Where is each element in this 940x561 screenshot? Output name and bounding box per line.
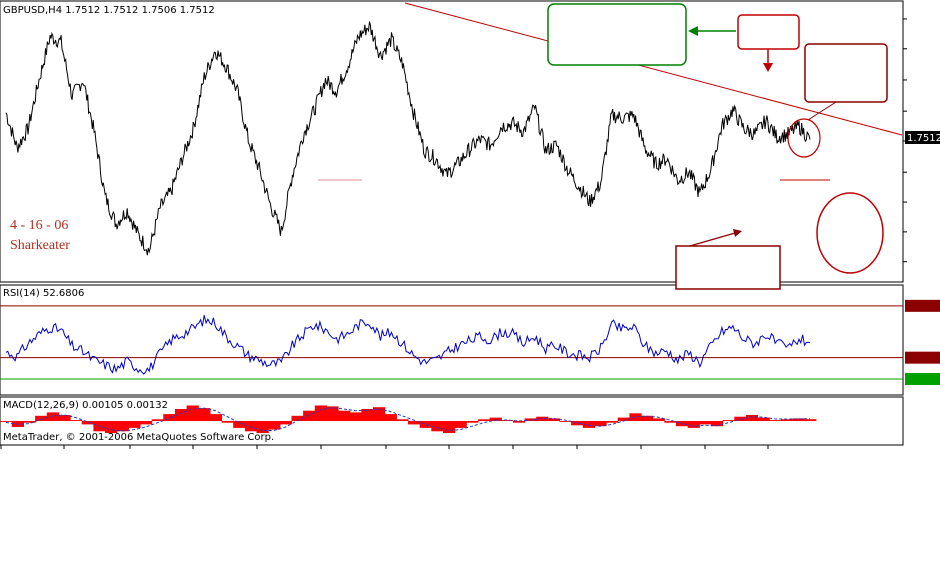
macd-bar <box>711 421 724 427</box>
symbol-header: GBPUSD,H4 1.7512 1.7512 1.7506 1.7512 <box>3 5 215 16</box>
macd-bar <box>23 421 36 423</box>
macd-bar <box>757 417 770 421</box>
macd-bar <box>466 421 479 423</box>
macd-signal-line <box>5 407 811 432</box>
macd-bar <box>314 405 327 421</box>
macd-bar <box>140 421 153 425</box>
macd-bar <box>722 420 735 421</box>
macd-bar <box>384 414 397 421</box>
expanded-flat-circle <box>816 192 884 274</box>
ending-diagonal-arrow-shaft <box>689 232 736 247</box>
rsi-level-box <box>905 299 940 312</box>
macd-bar <box>769 420 782 421</box>
macd-bar <box>279 421 292 425</box>
author-name: Sharkeater <box>10 238 70 253</box>
macd-bar <box>291 415 304 421</box>
macd-bar <box>373 407 386 421</box>
macd-bar <box>804 419 817 421</box>
macd-bar <box>571 421 584 426</box>
macd-bar <box>361 409 374 421</box>
macd-bar <box>198 408 211 421</box>
macd-bar <box>35 415 48 421</box>
macd-bar <box>338 410 351 421</box>
price-series-line <box>5 21 811 256</box>
macd-bar <box>151 419 164 421</box>
macd-bar <box>349 412 362 421</box>
macd-bar <box>58 415 71 421</box>
symmetrical-pointer <box>807 101 837 121</box>
macd-bar <box>233 421 246 428</box>
macd-bar <box>699 421 712 425</box>
macd-bar <box>512 421 526 423</box>
triangle-highlight-circle <box>787 118 821 158</box>
macd-bar <box>501 420 514 421</box>
macd-bar <box>408 421 421 425</box>
macd-bar <box>81 421 94 425</box>
rsi-series-line <box>5 315 811 375</box>
macd-bar <box>629 413 642 421</box>
macd-bar <box>477 419 491 421</box>
ending-diagonal-arrow-head <box>733 229 742 237</box>
macd-header: MACD(12,26,9) 0.00105 0.00132 <box>3 400 168 411</box>
macd-bar <box>489 417 502 421</box>
rsi-panel <box>0 284 904 396</box>
green-note-box <box>547 3 687 66</box>
rsi-level-box <box>905 351 940 364</box>
macd-bar <box>105 421 118 433</box>
macd-bar <box>443 421 456 433</box>
macd-bar <box>780 419 794 421</box>
macd-bar <box>70 420 83 421</box>
macd-bar <box>547 418 560 421</box>
subwave-box <box>737 14 800 50</box>
macd-bar <box>454 421 467 428</box>
current-price-box <box>905 131 940 144</box>
symmetrical-box <box>804 43 888 103</box>
macd-bar <box>396 419 409 421</box>
rsi-header: RSI(14) 52.6806 <box>3 288 84 299</box>
green-arrow-head <box>688 26 698 36</box>
macd-bar <box>209 414 223 421</box>
macd-bar <box>186 405 199 421</box>
macd-bar <box>303 410 316 421</box>
macd-bar <box>46 412 59 421</box>
macd-bar <box>641 415 654 421</box>
macd-bar <box>559 421 572 422</box>
macd-bar <box>664 421 677 423</box>
macd-bar <box>0 421 13 422</box>
subwave-arrow-head <box>763 63 773 72</box>
macd-bar <box>244 421 258 432</box>
ending-diagonal-box <box>675 245 781 290</box>
macd-bar <box>582 421 595 428</box>
macd-bar <box>256 421 269 433</box>
macd-bar <box>419 421 432 428</box>
macd-bar <box>268 421 281 430</box>
macd-bar <box>745 415 759 421</box>
author-date: 4 - 16 - 06 <box>10 218 68 233</box>
macd-bar <box>652 418 665 421</box>
macd-bar <box>617 417 630 421</box>
macd-bar <box>221 421 234 423</box>
rsi-level-box <box>905 372 940 385</box>
macd-bar <box>606 421 619 423</box>
current-price-label: 1.7512 <box>907 133 940 144</box>
macd-bar <box>792 418 805 421</box>
macd-bar <box>163 414 176 421</box>
macd-bar <box>594 421 607 427</box>
macd-bar <box>326 406 339 421</box>
copyright-text: MetaTrader, © 2001-2006 MetaQuotes Softw… <box>3 432 274 443</box>
macd-bar <box>116 421 129 432</box>
macd-bar <box>128 421 141 428</box>
macd-bar <box>431 421 444 432</box>
macd-bar <box>536 416 549 421</box>
macd-bar <box>687 421 700 428</box>
